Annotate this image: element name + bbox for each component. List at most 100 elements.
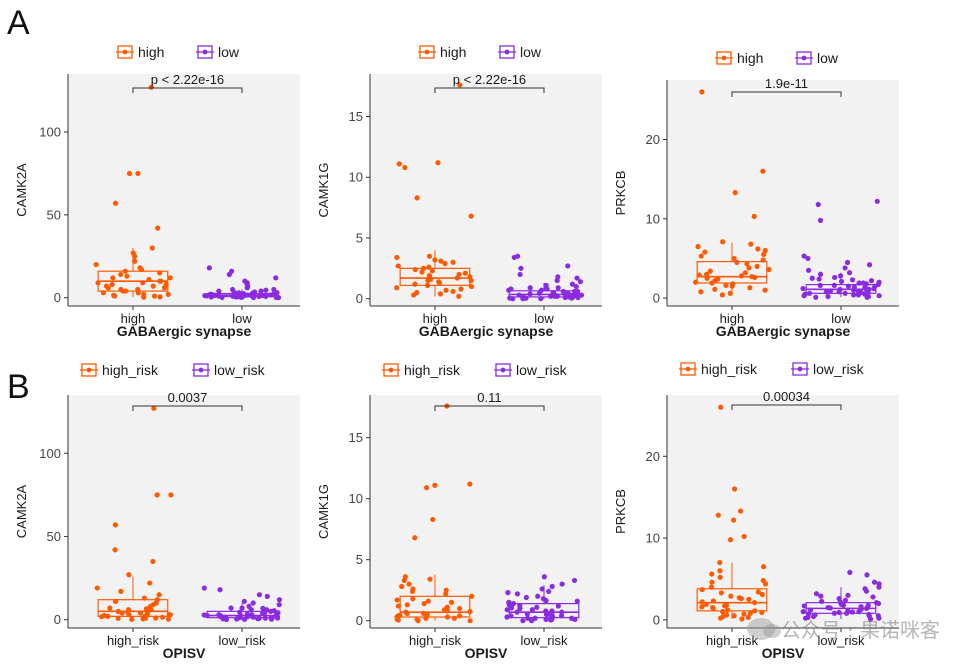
data-point bbox=[856, 280, 862, 286]
y-tick-label: 50 bbox=[47, 529, 61, 544]
data-point bbox=[260, 610, 266, 616]
data-point bbox=[709, 579, 715, 585]
data-point bbox=[752, 600, 758, 606]
data-point bbox=[836, 609, 842, 616]
data-point bbox=[505, 590, 511, 596]
data-point bbox=[529, 618, 535, 624]
legend-label: high bbox=[737, 50, 763, 66]
data-point bbox=[110, 275, 116, 281]
data-point bbox=[467, 608, 473, 615]
data-point bbox=[437, 291, 443, 297]
legend-label: low_risk bbox=[813, 361, 865, 377]
data-point bbox=[850, 292, 857, 298]
data-point bbox=[248, 607, 254, 613]
data-point bbox=[258, 291, 264, 298]
data-point bbox=[840, 602, 847, 608]
data-point bbox=[112, 522, 119, 528]
wechat-icon bbox=[746, 617, 781, 640]
data-point bbox=[817, 271, 824, 277]
data-point bbox=[710, 605, 716, 611]
data-point bbox=[146, 276, 152, 283]
x-axis-title: OPISV bbox=[163, 645, 206, 661]
data-point bbox=[210, 292, 217, 299]
p-value-label: 0.0037 bbox=[168, 390, 208, 405]
data-point bbox=[444, 614, 451, 620]
data-point bbox=[815, 201, 821, 208]
data-point bbox=[263, 293, 269, 299]
data-point bbox=[395, 263, 401, 269]
data-point bbox=[107, 605, 113, 611]
data-point bbox=[546, 588, 552, 595]
data-point bbox=[703, 271, 710, 277]
data-point bbox=[805, 255, 811, 262]
data-point bbox=[871, 285, 877, 292]
data-point bbox=[838, 278, 845, 285]
x-tick-label: low bbox=[534, 311, 554, 326]
data-point bbox=[105, 285, 111, 291]
legend-label: high_risk bbox=[404, 362, 461, 378]
data-point bbox=[168, 492, 174, 498]
y-tick-label: 100 bbox=[39, 446, 61, 461]
data-point bbox=[237, 613, 244, 619]
panel-label-a: A bbox=[7, 4, 30, 42]
data-point bbox=[412, 266, 418, 273]
data-point bbox=[219, 294, 225, 300]
y-tick-label: 10 bbox=[646, 211, 660, 226]
data-point bbox=[165, 291, 171, 297]
data-point bbox=[709, 571, 715, 577]
data-point bbox=[238, 294, 244, 300]
x-tick-label: high_risk bbox=[409, 633, 462, 648]
data-point bbox=[458, 286, 464, 292]
data-point bbox=[112, 293, 118, 299]
data-point bbox=[827, 288, 834, 294]
data-point bbox=[467, 481, 473, 487]
data-point bbox=[703, 601, 709, 607]
y-tick-label: 10 bbox=[349, 170, 363, 185]
data-point bbox=[94, 585, 100, 591]
data-point bbox=[394, 597, 400, 603]
data-point bbox=[518, 265, 524, 271]
data-point bbox=[559, 581, 565, 587]
plot-panel-background bbox=[667, 395, 899, 628]
data-point bbox=[517, 271, 523, 278]
y-tick-label: 15 bbox=[349, 430, 363, 445]
legend-label: low_risk bbox=[516, 362, 568, 378]
x-axis-title: GABAergic synapse bbox=[419, 323, 554, 339]
data-point bbox=[549, 583, 555, 590]
legend-key-point bbox=[86, 367, 92, 373]
data-point bbox=[100, 290, 107, 296]
data-point bbox=[201, 585, 207, 591]
data-point bbox=[800, 285, 806, 292]
data-point bbox=[508, 605, 515, 611]
data-point bbox=[93, 261, 99, 268]
data-point bbox=[823, 289, 829, 295]
data-point bbox=[406, 581, 412, 587]
y-tick-label: 20 bbox=[646, 132, 660, 147]
data-point bbox=[135, 170, 141, 177]
data-point bbox=[577, 279, 583, 285]
data-point bbox=[124, 273, 130, 279]
legend-key-point bbox=[797, 366, 803, 372]
data-point bbox=[141, 595, 147, 601]
x-tick-label: high_risk bbox=[706, 633, 759, 648]
data-point bbox=[504, 614, 510, 620]
data-point bbox=[150, 558, 156, 565]
data-point bbox=[256, 592, 263, 598]
data-point bbox=[698, 253, 704, 259]
data-point bbox=[574, 598, 580, 604]
data-point bbox=[699, 604, 705, 610]
data-point bbox=[404, 610, 410, 616]
data-point bbox=[394, 254, 400, 261]
data-point bbox=[574, 275, 580, 281]
data-point bbox=[876, 293, 882, 299]
data-point bbox=[123, 288, 129, 294]
data-point bbox=[223, 616, 230, 623]
data-point bbox=[746, 265, 752, 271]
legend-key-point bbox=[721, 55, 727, 61]
data-point bbox=[126, 170, 133, 177]
data-point bbox=[129, 616, 135, 622]
box-iqr bbox=[696, 588, 768, 612]
watermark-text: 公众号 · 果诺咪客 bbox=[780, 618, 940, 642]
data-point bbox=[554, 277, 560, 284]
